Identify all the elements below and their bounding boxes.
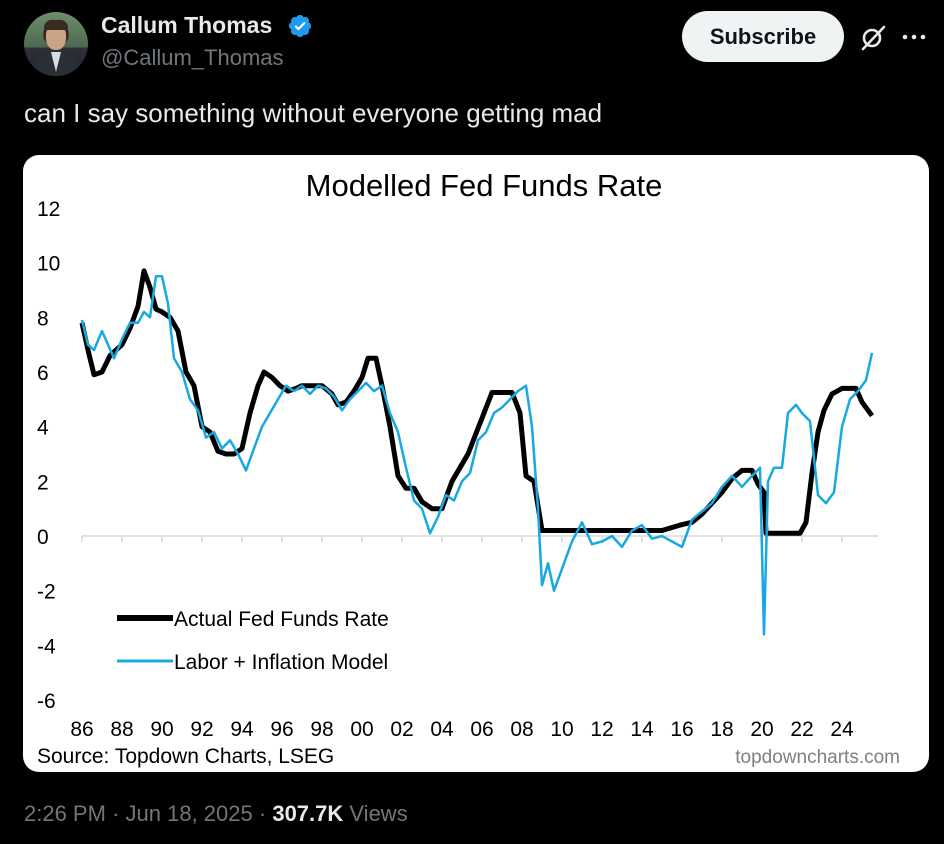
- series-line-model: [80, 275, 874, 636]
- y-tick-label: 6: [37, 362, 49, 385]
- y-tick-label: -6: [37, 690, 56, 713]
- x-tick-label: 86: [70, 718, 93, 741]
- y-tick-label: 2: [37, 471, 49, 494]
- tweet-text: can I say something without everyone get…: [24, 98, 603, 128]
- verified-badge-icon: [288, 14, 312, 38]
- y-tick-label: 8: [37, 307, 49, 330]
- views-count: 307.7K: [272, 801, 344, 826]
- x-tick-label: 94: [230, 718, 254, 741]
- author-handle[interactable]: @Callum_Thomas: [101, 45, 284, 70]
- series-line-actual: [79, 268, 875, 536]
- avatar-face: [46, 24, 66, 50]
- x-tick-label: 10: [550, 718, 573, 741]
- x-tick-label: 16: [670, 718, 693, 741]
- avatar-hair: [44, 20, 68, 30]
- x-tick-label: 06: [470, 718, 493, 741]
- x-tick-label: 20: [750, 718, 773, 741]
- x-tick-label: 02: [390, 718, 413, 741]
- x-tick-label: 96: [270, 718, 293, 741]
- x-tick-label: 88: [110, 718, 133, 741]
- tweet-meta: 2:26 PM · Jun 18, 2025 · 307.7K Views: [24, 801, 408, 827]
- chart-legend: Actual Fed Funds Rate Labor + Inflation …: [117, 608, 389, 674]
- avatar[interactable]: [24, 12, 88, 76]
- x-tick-label: 14: [630, 718, 654, 741]
- grok-icon[interactable]: [858, 23, 888, 53]
- avatar-shirt: [51, 52, 61, 72]
- x-tick-label: 12: [590, 718, 613, 741]
- legend-label-model: Labor + Inflation Model: [174, 651, 388, 674]
- subscribe-button[interactable]: Subscribe: [682, 11, 844, 62]
- x-tick-label: 24: [830, 718, 854, 741]
- y-tick-label: -4: [37, 635, 56, 658]
- more-dots-icon: [902, 34, 926, 40]
- chart-title: Modelled Fed Funds Rate: [306, 168, 663, 203]
- meta-separator: ·: [112, 801, 120, 826]
- chart-image[interactable]: Modelled Fed Funds Rate 12 10 8 6 4 2 0 -2 -4 -6 8…: [23, 155, 929, 772]
- x-tick-label: 92: [190, 718, 213, 741]
- y-tick-label: 12: [37, 198, 60, 221]
- chart-series: [79, 268, 875, 636]
- more-icon[interactable]: [899, 24, 929, 50]
- tweet-date[interactable]: Jun 18, 2025: [125, 801, 253, 826]
- x-tick-label: 00: [350, 718, 373, 741]
- x-tick-label: 04: [430, 718, 454, 741]
- fed-funds-chart: Modelled Fed Funds Rate 121086420-2-4-68…: [37, 168, 900, 768]
- y-tick-label: 10: [37, 253, 60, 276]
- chart-watermark: topdowncharts.com: [735, 747, 900, 768]
- x-tick-label: 90: [150, 718, 173, 741]
- tweet-time[interactable]: 2:26 PM: [24, 801, 106, 826]
- x-tick-label: 98: [310, 718, 333, 741]
- meta-separator: ·: [258, 801, 267, 826]
- y-tick-label: -2: [37, 581, 56, 604]
- chart-source: Source: Topdown Charts, LSEG: [37, 745, 334, 768]
- legend-label-actual: Actual Fed Funds Rate: [174, 608, 389, 631]
- x-tick-label: 08: [510, 718, 533, 741]
- x-tick-label: 22: [790, 718, 813, 741]
- y-tick-label: 0: [37, 526, 49, 549]
- author-name[interactable]: Callum Thomas: [101, 12, 273, 38]
- views-label: Views: [349, 801, 408, 826]
- y-tick-label: 4: [37, 417, 49, 440]
- x-tick-label: 18: [710, 718, 733, 741]
